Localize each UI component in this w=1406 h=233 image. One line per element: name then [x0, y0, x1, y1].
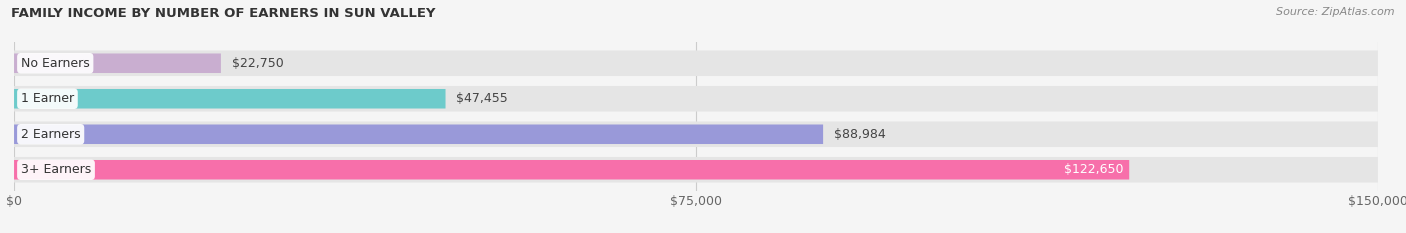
- FancyBboxPatch shape: [14, 86, 1378, 112]
- FancyBboxPatch shape: [14, 124, 823, 144]
- Text: $88,984: $88,984: [834, 128, 886, 141]
- Text: No Earners: No Earners: [21, 57, 90, 70]
- FancyBboxPatch shape: [14, 89, 446, 109]
- Text: $22,750: $22,750: [232, 57, 284, 70]
- FancyBboxPatch shape: [14, 121, 1378, 147]
- Text: 2 Earners: 2 Earners: [21, 128, 80, 141]
- FancyBboxPatch shape: [14, 157, 1378, 182]
- FancyBboxPatch shape: [14, 54, 221, 73]
- Text: Source: ZipAtlas.com: Source: ZipAtlas.com: [1277, 7, 1395, 17]
- Text: $47,455: $47,455: [457, 92, 508, 105]
- Text: 1 Earner: 1 Earner: [21, 92, 75, 105]
- FancyBboxPatch shape: [14, 160, 1129, 179]
- Text: FAMILY INCOME BY NUMBER OF EARNERS IN SUN VALLEY: FAMILY INCOME BY NUMBER OF EARNERS IN SU…: [11, 7, 436, 20]
- Text: $122,650: $122,650: [1064, 163, 1123, 176]
- Text: 3+ Earners: 3+ Earners: [21, 163, 91, 176]
- FancyBboxPatch shape: [14, 51, 1378, 76]
